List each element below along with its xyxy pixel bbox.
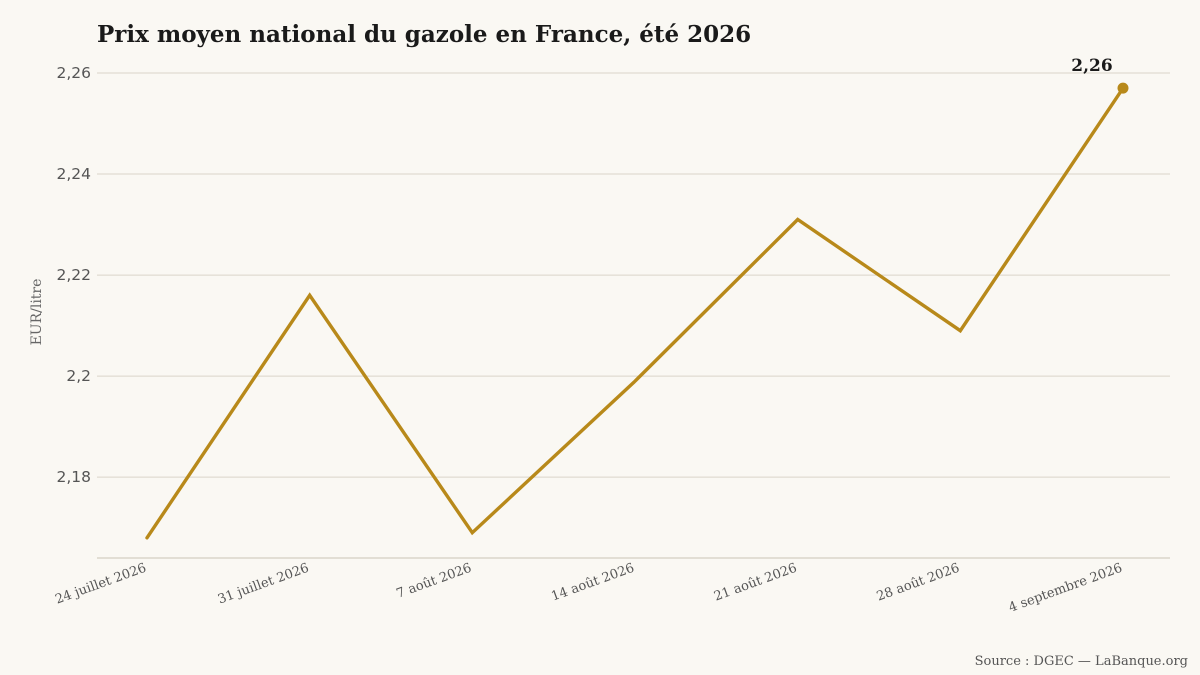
x-tick-label: 4 septembre 2026: [1007, 561, 1125, 616]
x-tick-label: 7 août 2026: [395, 561, 474, 602]
x-tick-label: 28 août 2026: [875, 561, 962, 605]
end-point-marker: [1117, 82, 1129, 94]
y-tick-label: 2,26: [56, 64, 91, 82]
y-axis-ticks: 2,18 2,2 2,22 2,24 2,26: [56, 64, 91, 486]
series-line: [145, 86, 1125, 540]
x-tick-label: 21 août 2026: [712, 561, 799, 605]
source-note: Source : DGEC — LaBanque.org: [975, 654, 1188, 669]
y-tick-label: 2,18: [56, 468, 91, 486]
y-tick-label: 2,24: [56, 165, 91, 183]
y-axis-label: EUR/litre: [29, 279, 45, 346]
chart-title: Prix moyen national du gazole en France,…: [97, 21, 751, 48]
end-value-label: 2,26: [1071, 56, 1112, 76]
x-tick-label: 24 juillet 2026: [53, 561, 148, 608]
x-tick-label: 31 juillet 2026: [216, 561, 311, 608]
y-tick-label: 2,2: [66, 367, 91, 385]
y-tick-label: 2,22: [56, 266, 91, 284]
x-axis-ticks: 24 juillet 2026 31 juillet 2026 7 août 202…: [53, 561, 1124, 616]
gridlines: [97, 72, 1170, 559]
series-layer: [145, 82, 1129, 540]
x-tick-label: 14 août 2026: [549, 561, 636, 605]
